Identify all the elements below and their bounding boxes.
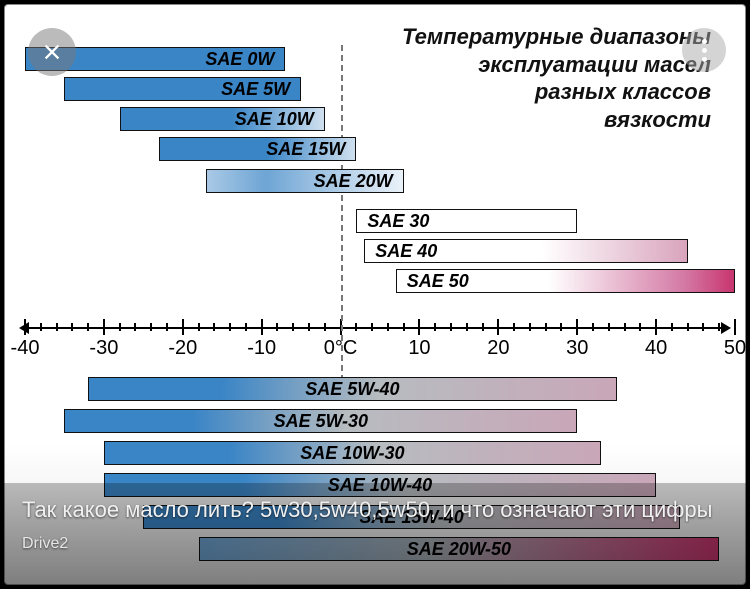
bar-label: SAE 15W xyxy=(260,138,351,160)
viscosity-bar: SAE 40 xyxy=(364,239,687,263)
viscosity-bar: SAE 5W-40 xyxy=(88,377,617,401)
axis-tick-label: 30 xyxy=(566,337,588,360)
more-vertical-icon xyxy=(702,57,707,62)
viscosity-bar: SAE 15W xyxy=(159,137,356,161)
viscosity-bar: SAE 5W-30 xyxy=(64,409,577,433)
more-options-button[interactable] xyxy=(682,28,726,72)
caption-source[interactable]: Drive2 xyxy=(22,535,728,553)
bar-label: SAE 5W-30 xyxy=(65,410,576,432)
close-button[interactable] xyxy=(28,28,76,76)
more-vertical-icon xyxy=(702,48,707,53)
viscosity-bar: SAE 20W xyxy=(206,169,403,193)
bar-label: SAE 0W xyxy=(199,48,280,70)
more-vertical-icon xyxy=(702,39,707,44)
axis-tick-label: -10 xyxy=(247,337,276,360)
bar-label: SAE 5W xyxy=(215,78,296,100)
temperature-axis: -40-30-20-100°С1020304050 xyxy=(25,303,725,351)
axis-tick-label: -30 xyxy=(89,337,118,360)
viscosity-bar: SAE 10W-30 xyxy=(104,441,601,465)
viscosity-bar: SAE 10W xyxy=(120,107,325,131)
axis-tick-label: 10 xyxy=(408,337,430,360)
bar-label: SAE 10W xyxy=(229,108,320,130)
close-icon xyxy=(41,41,63,63)
bar-label: SAE 20W xyxy=(308,170,399,192)
axis-tick-label: -20 xyxy=(168,337,197,360)
caption-overlay: Так какое масло лить? 5w30,5w40,5w50, и … xyxy=(0,483,750,589)
axis-tick-label: 20 xyxy=(487,337,509,360)
caption-title: Так какое масло лить? 5w30,5w40,5w50, и … xyxy=(22,497,728,523)
bar-label: SAE 30 xyxy=(361,210,435,232)
bar-label: SAE 5W-40 xyxy=(89,378,616,400)
axis-tick-label: 40 xyxy=(645,337,667,360)
bar-label: SAE 10W-30 xyxy=(105,442,600,464)
viscosity-bar: SAE 50 xyxy=(396,269,735,293)
zero-guide-line xyxy=(341,45,343,391)
bar-label: SAE 40 xyxy=(369,240,443,262)
axis-tick-label: -40 xyxy=(11,337,40,360)
axis-tick-label: 50 xyxy=(724,337,746,360)
viscosity-bar: SAE 30 xyxy=(356,209,577,233)
viscosity-bar: SAE 5W xyxy=(64,77,301,101)
bar-label: SAE 50 xyxy=(401,270,475,292)
